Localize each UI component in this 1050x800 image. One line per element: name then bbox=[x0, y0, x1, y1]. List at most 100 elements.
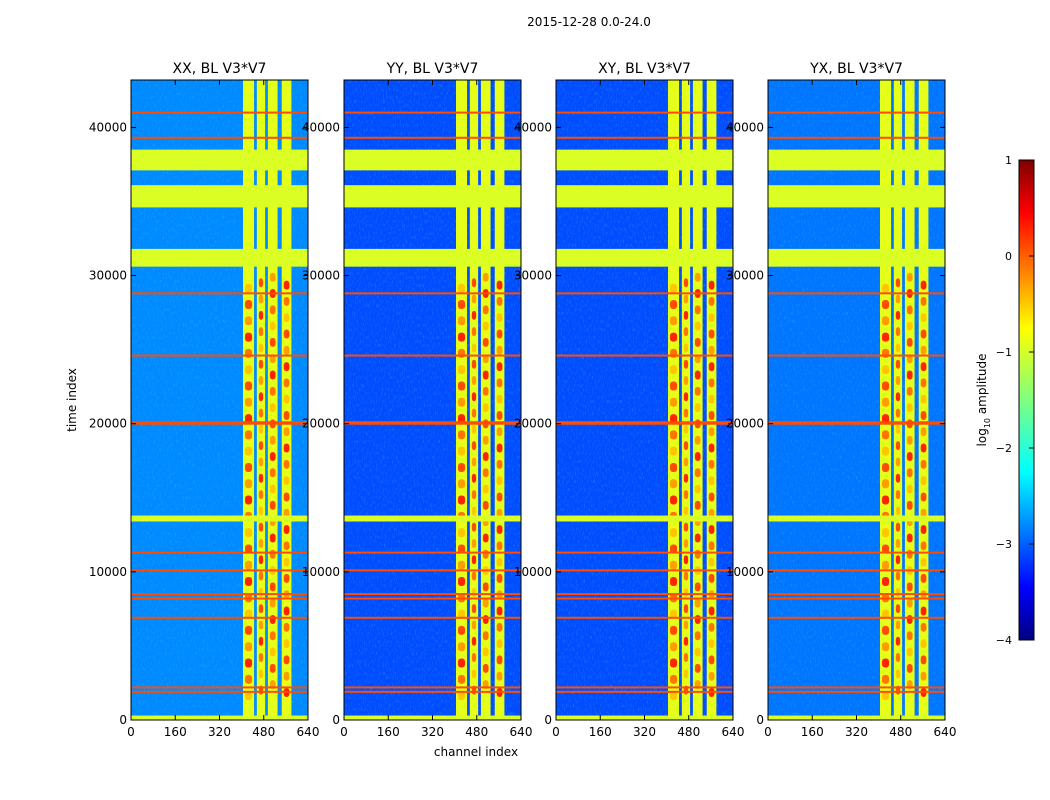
hot-spot bbox=[471, 327, 477, 337]
hot-spot bbox=[882, 560, 890, 570]
hot-spot bbox=[245, 332, 253, 342]
hot-spot bbox=[920, 313, 927, 323]
hot-spot bbox=[496, 394, 503, 404]
hot-spot bbox=[283, 362, 290, 372]
hot-spot bbox=[670, 479, 678, 489]
hot-spot bbox=[708, 378, 715, 388]
hot-spot bbox=[283, 671, 290, 681]
hot-spot bbox=[245, 674, 253, 684]
hot-spot bbox=[895, 359, 901, 369]
rfi-line bbox=[344, 597, 521, 600]
hot-spot bbox=[245, 381, 253, 391]
hot-spot bbox=[708, 394, 715, 404]
rfi-line bbox=[131, 551, 308, 554]
hot-spot bbox=[283, 541, 290, 551]
rfi-line bbox=[768, 551, 945, 554]
hot-spot bbox=[895, 538, 901, 548]
panel-title: YX, BL V3*V7 bbox=[809, 61, 903, 77]
hot-spot bbox=[482, 435, 489, 445]
y-tick-label: 40000 bbox=[89, 120, 127, 134]
hot-spot bbox=[283, 296, 290, 306]
hot-spot bbox=[258, 506, 264, 516]
rfi-line bbox=[556, 354, 733, 357]
rfi-line bbox=[131, 686, 308, 689]
hot-spot bbox=[496, 280, 503, 290]
hot-spot bbox=[882, 544, 890, 554]
hot-spot bbox=[708, 525, 715, 535]
hot-spot bbox=[258, 522, 264, 532]
hot-spot bbox=[895, 327, 901, 337]
hot-spot bbox=[895, 506, 901, 516]
rfi-line bbox=[344, 136, 521, 139]
hot-spot bbox=[258, 636, 264, 646]
hot-spot bbox=[258, 441, 264, 451]
panel-title: YY, BL V3*V7 bbox=[386, 61, 479, 77]
rfi-line bbox=[344, 593, 521, 596]
hot-spot bbox=[670, 528, 678, 538]
hot-spot bbox=[920, 362, 927, 372]
hot-spot bbox=[906, 598, 913, 608]
hot-spot bbox=[482, 468, 489, 478]
hot-spot bbox=[471, 653, 477, 663]
x-tick-label: 320 bbox=[421, 725, 444, 739]
hot-spot bbox=[258, 490, 264, 500]
hot-spot bbox=[882, 528, 890, 538]
hot-spot bbox=[906, 549, 913, 559]
hot-spot bbox=[258, 538, 264, 548]
hot-spot bbox=[683, 587, 689, 597]
hot-spot bbox=[269, 305, 276, 315]
flagged-time-band bbox=[344, 185, 521, 208]
hot-spot bbox=[258, 359, 264, 369]
hot-spot bbox=[694, 500, 701, 510]
panel-title: XX, BL V3*V7 bbox=[173, 61, 267, 77]
hot-spot bbox=[458, 691, 466, 701]
hot-spot bbox=[458, 479, 466, 489]
hot-spot bbox=[708, 492, 715, 502]
x-tick-label: 640 bbox=[297, 725, 320, 739]
hot-spot bbox=[920, 329, 927, 339]
hot-spot bbox=[670, 560, 678, 570]
hot-spot bbox=[895, 408, 901, 418]
hot-spot bbox=[471, 587, 477, 597]
hot-spot bbox=[258, 424, 264, 434]
hot-spot bbox=[283, 492, 290, 502]
x-tick-label: 320 bbox=[633, 725, 656, 739]
figure-title: 2015-12-28 0.0-24.0 bbox=[527, 15, 651, 29]
hot-spot bbox=[683, 424, 689, 434]
hot-spot bbox=[245, 528, 253, 538]
hot-spot bbox=[245, 479, 253, 489]
rfi-line bbox=[556, 690, 733, 693]
colorbar-tick-label: −1 bbox=[996, 346, 1012, 359]
hot-spot bbox=[694, 663, 701, 673]
hot-spot bbox=[694, 468, 701, 478]
hot-spot bbox=[906, 403, 913, 413]
hot-spot bbox=[708, 313, 715, 323]
hot-spot bbox=[906, 337, 913, 347]
x-tick-label: 480 bbox=[889, 725, 912, 739]
rfi-line bbox=[768, 690, 945, 693]
hot-spot bbox=[482, 370, 489, 380]
hot-spot bbox=[471, 310, 477, 320]
hot-spot bbox=[683, 327, 689, 337]
hot-spot bbox=[269, 598, 276, 608]
hot-spot bbox=[458, 560, 466, 570]
hot-spot bbox=[471, 490, 477, 500]
hot-spot bbox=[258, 392, 264, 402]
hot-spot bbox=[245, 430, 253, 440]
hot-spot bbox=[496, 525, 503, 535]
hot-spot bbox=[269, 468, 276, 478]
hot-spot bbox=[471, 424, 477, 434]
hot-spot bbox=[694, 533, 701, 543]
rfi-line bbox=[344, 616, 521, 619]
hot-spot bbox=[269, 272, 276, 282]
hot-spot bbox=[895, 343, 901, 353]
rfi-line bbox=[768, 593, 945, 596]
y-tick-label: 10000 bbox=[89, 565, 127, 579]
hot-spot bbox=[471, 522, 477, 532]
hot-spot bbox=[471, 343, 477, 353]
hot-spot bbox=[708, 296, 715, 306]
y-tick-label: 0 bbox=[119, 713, 127, 727]
hot-spot bbox=[670, 430, 678, 440]
hot-spot bbox=[269, 663, 276, 673]
